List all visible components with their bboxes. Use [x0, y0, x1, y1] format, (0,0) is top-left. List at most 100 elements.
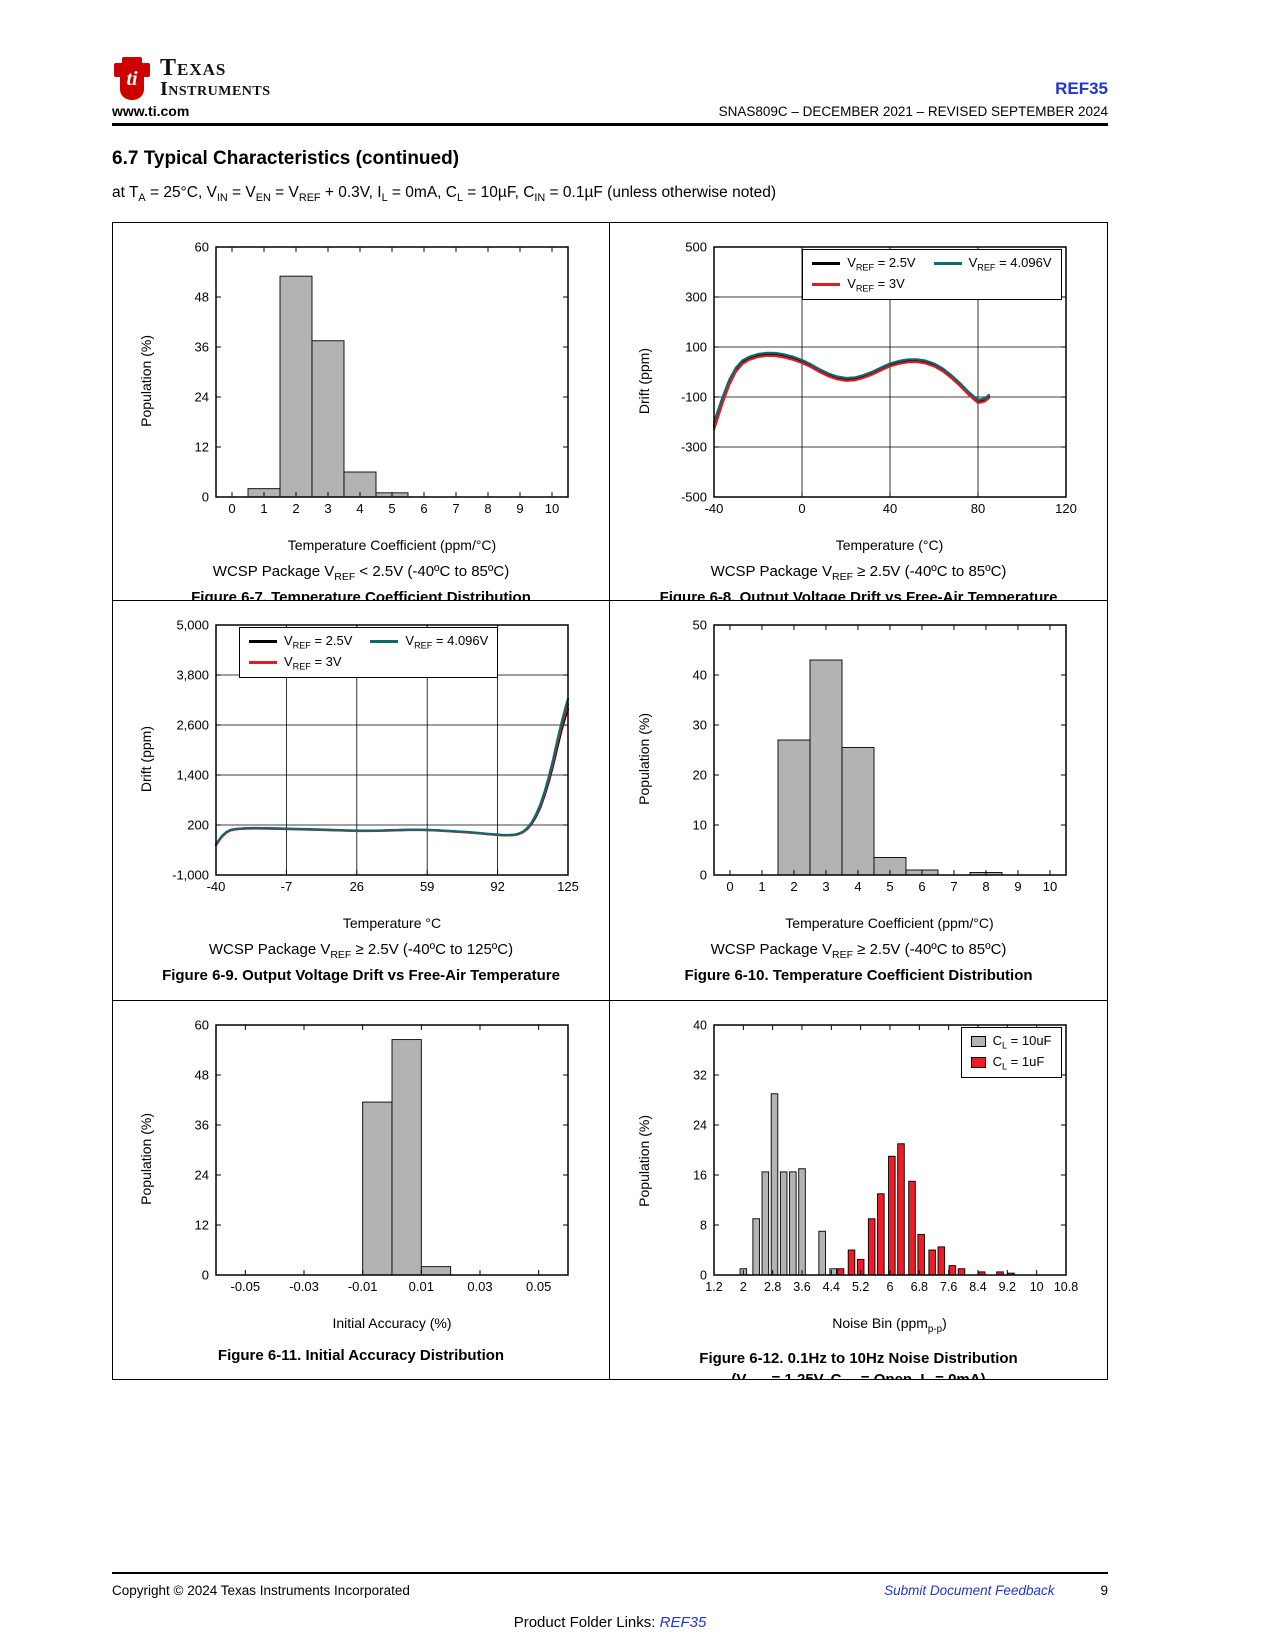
legend-label: CL = 10uF	[992, 1032, 1052, 1051]
svg-text:0: 0	[202, 489, 209, 504]
svg-text:1: 1	[260, 501, 267, 516]
x-axis-label: Noise Bin (ppmp-p)	[832, 1314, 947, 1335]
legend-line-sample	[249, 661, 277, 665]
legend-label: VREF = 4.096V	[968, 254, 1052, 273]
legend-label: VREF = 3V	[284, 654, 342, 672]
svg-text:100: 100	[685, 339, 707, 354]
figure-title: Figure 6-12. 0.1Hz to 10Hz Noise Distrib…	[699, 1350, 1018, 1378]
ti-website-link[interactable]: www.ti.com	[112, 103, 190, 119]
y-axis-label: Drift (ppm)	[138, 725, 154, 792]
svg-text:24: 24	[195, 389, 209, 404]
svg-text:5,000: 5,000	[176, 617, 209, 632]
legend-item: VREF = 3V	[249, 654, 352, 672]
svg-text:20: 20	[692, 767, 706, 782]
product-links-label: Product Folder Links:	[513, 1613, 656, 1631]
svg-text:80: 80	[970, 501, 984, 516]
svg-text:5: 5	[886, 879, 893, 894]
svg-text:5: 5	[388, 501, 395, 516]
svg-text:6.8: 6.8	[910, 1280, 927, 1294]
svg-text:4: 4	[356, 501, 363, 516]
svg-text:24: 24	[195, 1167, 209, 1182]
ti-logo: ti Texas Instruments	[112, 55, 271, 101]
figure-6-12-panel: Population (%) 1.2 2 2.8 3.6 4.4 5.2 6 6.8 7.6 8.…	[610, 1001, 1107, 1379]
copyright-notice: Copyright © 2024 Texas Instruments Incor…	[112, 1582, 410, 1598]
svg-text:120: 120	[1055, 501, 1077, 516]
ti-wordmark-instruments: Instruments	[160, 77, 271, 100]
svg-text:-0.01: -0.01	[348, 1279, 378, 1294]
svg-text:0: 0	[726, 879, 733, 894]
page-header: ti Texas Instruments REF35 www.ti.com SN…	[112, 55, 1108, 126]
section-heading: 6.7 Typical Characteristics (continued)	[112, 147, 460, 169]
legend-item: VREF = 4.096V	[933, 254, 1052, 273]
svg-text:30: 30	[692, 717, 706, 732]
legend-item: CL = 1uF	[970, 1054, 1052, 1072]
svg-text:36: 36	[195, 339, 209, 354]
svg-text:3: 3	[822, 879, 829, 894]
legend-label: CL = 1uF	[992, 1054, 1045, 1072]
ti-logo-icon: ti	[114, 57, 150, 100]
svg-text:4.4: 4.4	[822, 1280, 839, 1294]
svg-text:-300: -300	[680, 439, 706, 454]
svg-text:8: 8	[700, 1218, 707, 1232]
svg-text:40: 40	[692, 667, 706, 682]
svg-text:-0.05: -0.05	[231, 1279, 261, 1294]
svg-text:125: 125	[557, 879, 579, 894]
svg-text:24: 24	[693, 1118, 707, 1132]
test-conditions: at TA = 25°C, VIN = VEN = VREF + 0.3V, I…	[112, 183, 777, 204]
figure-title: Figure 6-8. Output Voltage Drift vs Free…	[659, 588, 1058, 601]
svg-text:40: 40	[882, 501, 896, 516]
svg-text:50: 50	[692, 617, 706, 632]
y-axis-label: Population (%)	[138, 334, 154, 427]
footer-rule	[112, 1572, 1108, 1574]
legend: CL = 10uF CL = 1uF	[960, 1026, 1062, 1078]
legend-line-sample	[249, 639, 277, 643]
svg-text:10: 10	[545, 501, 559, 516]
legend-line-sample	[370, 639, 399, 643]
svg-text:40: 40	[693, 1018, 707, 1032]
legend-label: VREF = 3V	[847, 276, 905, 294]
legend-line-sample	[933, 261, 962, 265]
svg-text:6: 6	[420, 501, 427, 516]
svg-text:2: 2	[292, 501, 299, 516]
ti-wordmark-texas: Texas	[160, 55, 227, 82]
svg-text:0.01: 0.01	[409, 1279, 434, 1294]
page-footer: Copyright © 2024 Texas Instruments Incor…	[112, 1572, 1108, 1631]
svg-text:36: 36	[195, 1117, 209, 1132]
svg-text:2.8: 2.8	[763, 1280, 780, 1294]
figure-6-11-plot: -0.05 -0.03 -0.01 0.01 0.03 0.05 0 12 24 36 48 60	[195, 1017, 569, 1294]
svg-text:2: 2	[739, 1280, 746, 1294]
svg-text:48: 48	[195, 1067, 209, 1082]
svg-text:9: 9	[516, 501, 523, 516]
svg-text:7: 7	[950, 879, 957, 894]
svg-text:-40: -40	[704, 501, 723, 516]
svg-text:0: 0	[699, 867, 706, 882]
svg-text:-500: -500	[680, 489, 706, 504]
svg-text:8: 8	[982, 879, 989, 894]
product-folder-link[interactable]: REF35	[659, 1613, 707, 1631]
svg-text:200: 200	[187, 817, 209, 832]
svg-text:8: 8	[484, 501, 491, 516]
svg-text:0: 0	[228, 501, 235, 516]
svg-text:ti: ti	[126, 68, 138, 90]
svg-text:9.2: 9.2	[998, 1280, 1015, 1294]
figure-condition-note: WCSP Package VREF ≥ 2.5V (-40ºC to 85ºC)	[710, 940, 1007, 961]
submit-feedback-link[interactable]: Submit Document Feedback	[884, 1582, 1055, 1598]
legend-color-swatch	[970, 1057, 986, 1069]
legend-line-sample	[812, 283, 841, 287]
svg-text:10: 10	[1042, 879, 1056, 894]
svg-text:16: 16	[693, 1168, 707, 1182]
x-axis-label: Temperature Coefficient (ppm/°C)	[785, 914, 994, 931]
figure-title: Figure 6-9. Output Voltage Drift vs Free…	[162, 966, 560, 984]
svg-text:59: 59	[420, 879, 434, 894]
legend-label: VREF = 4.096V	[405, 632, 489, 651]
legend-color-swatch	[970, 1035, 986, 1047]
svg-text:0.05: 0.05	[526, 1279, 551, 1294]
svg-text:9: 9	[1014, 879, 1021, 894]
svg-text:0: 0	[202, 1267, 209, 1282]
legend-item: CL = 10uF	[970, 1032, 1052, 1051]
svg-text:32: 32	[693, 1068, 707, 1082]
y-axis-label: Population (%)	[635, 1114, 652, 1207]
svg-text:4: 4	[854, 879, 861, 894]
svg-text:-0.03: -0.03	[289, 1279, 319, 1294]
